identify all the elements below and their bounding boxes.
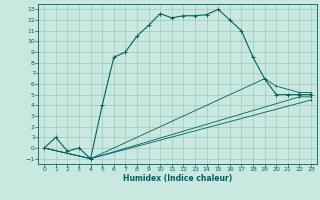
X-axis label: Humidex (Indice chaleur): Humidex (Indice chaleur) [123,174,232,183]
